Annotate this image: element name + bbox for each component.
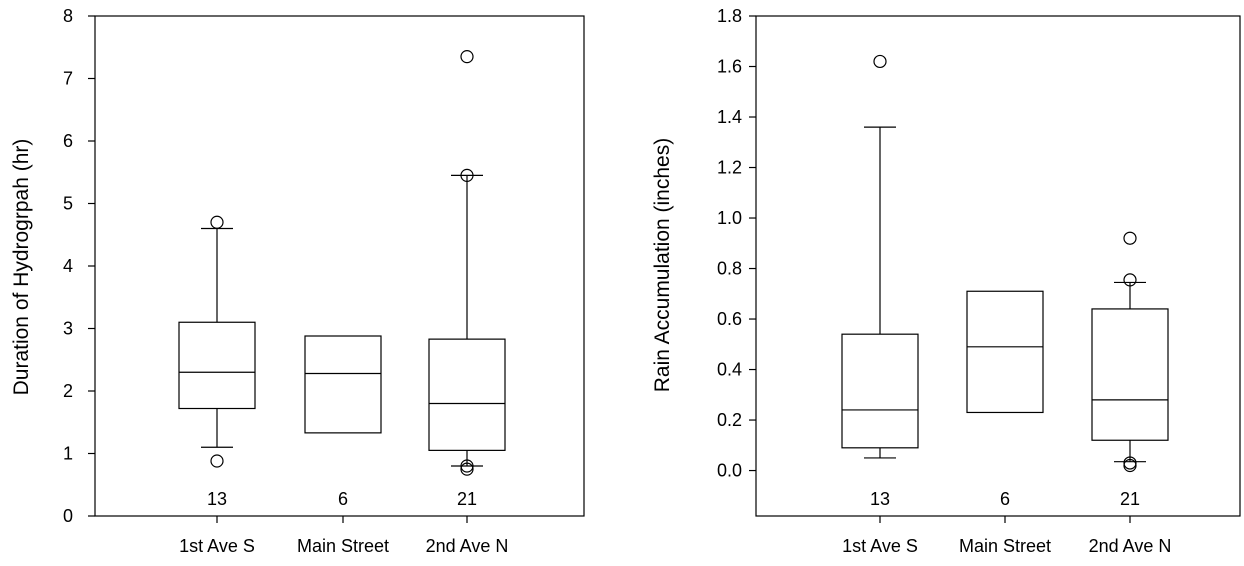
rain-count-label: 6 (1000, 489, 1010, 509)
duration-outlier-point (460, 50, 474, 64)
rain-y-tick-label: 0.8 (717, 259, 742, 279)
duration-outlier-point (210, 215, 224, 229)
duration-outlier-point (210, 454, 224, 468)
duration-y-tick-label: 2 (63, 381, 73, 401)
duration-outlier-point (460, 168, 474, 182)
rain-outlier-point (1123, 273, 1137, 287)
rain-y-tick-label: 0.6 (717, 309, 742, 329)
duration-category-label: 1st Ave S (179, 536, 255, 556)
rain-y-tick-label: 1.0 (717, 208, 742, 228)
rain-y-tick-label: 1.6 (717, 57, 742, 77)
panel-rain: 0.0 0.2 0.4 0.6 0.8 1.0 1.2 1.4 1.6 1.8 Rain Accum… (651, 6, 1241, 556)
rain-outlier-point (1123, 231, 1137, 245)
duration-category-label: 2nd Ave N (426, 536, 509, 556)
duration-y-tick-label: 1 (63, 444, 73, 464)
duration-box (178, 321, 256, 410)
duration-count-label: 21 (457, 489, 477, 509)
duration-category-label: Main Street (297, 536, 389, 556)
duration-plot-frame (94, 15, 585, 517)
duration-y-tick-label: 3 (63, 319, 73, 339)
rain-y-tick-label: 1.4 (717, 107, 742, 127)
rain-plot-frame (755, 15, 1241, 517)
rain-box (1091, 308, 1169, 441)
duration-y-tick-label: 6 (63, 131, 73, 151)
duration-y-tick-label: 4 (63, 256, 73, 276)
duration-y-tick-label: 5 (63, 194, 73, 214)
duration-y-tick-label: 7 (63, 69, 73, 89)
rain-y-tick-label: 1.2 (717, 158, 742, 178)
duration-box (428, 338, 506, 451)
rain-box (841, 333, 919, 449)
rain-category-label: Main Street (959, 536, 1051, 556)
rain-y-tick-label: 0.2 (717, 410, 742, 430)
duration-outlier-point (460, 462, 474, 476)
duration-count-label: 13 (207, 489, 227, 509)
rain-outlier-point (1123, 456, 1137, 470)
rain-box (966, 290, 1044, 414)
rain-y-tick-label: 0.4 (717, 360, 742, 380)
rain-outlier-point (873, 54, 887, 69)
duration-y-tick-label: 8 (63, 6, 73, 26)
rain-y-tick-label: 1.8 (717, 6, 742, 26)
rain-y-tick-label: 0.0 (717, 461, 742, 481)
rain-category-label: 1st Ave S (842, 536, 918, 556)
duration-box (304, 335, 382, 434)
duration-y-axis-title: Duration of Hydrogrpah (hr) (10, 139, 33, 396)
duration-count-label: 6 (338, 489, 348, 509)
duration-outlier-point (460, 459, 474, 473)
rain-count-label: 13 (870, 489, 890, 509)
rain-y-axis-title: Rain Accumulation (inches) (651, 138, 674, 392)
panel-duration: 0 1 2 3 4 5 6 7 8 Duration of Hydrogrpah (hr) 1st … (10, 6, 585, 556)
rain-count-label: 21 (1120, 489, 1140, 509)
rain-category-label: 2nd Ave N (1089, 536, 1172, 556)
duration-y-tick-label: 0 (63, 506, 73, 526)
